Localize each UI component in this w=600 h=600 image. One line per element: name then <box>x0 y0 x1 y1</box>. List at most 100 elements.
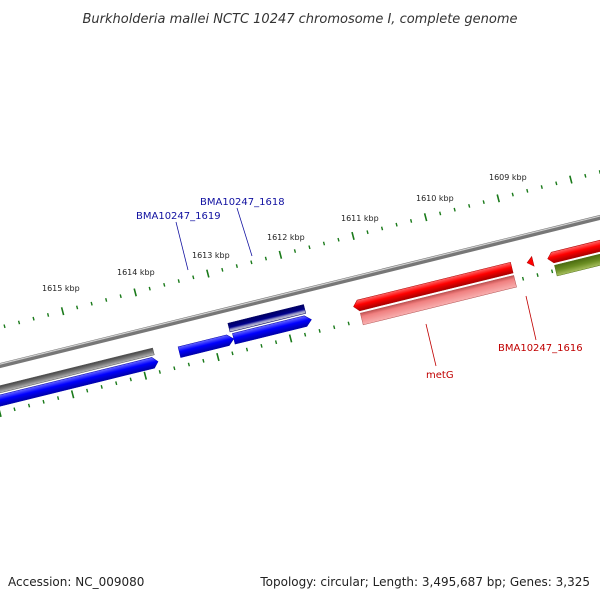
outer-ring-tick <box>264 256 268 261</box>
outer-ring-tick <box>60 307 65 316</box>
inner-ring-tick <box>245 347 249 352</box>
outer-ring-tick <box>555 181 558 186</box>
outer-ring-tick <box>75 305 79 310</box>
inner-ring-tick <box>86 388 89 393</box>
gene-label-bma10247-1618[interactable]: BMA10247_1618 <box>200 197 285 208</box>
outer-ring-tick <box>423 213 428 222</box>
outer-ring-tick <box>148 286 151 291</box>
outer-ring-tick <box>293 249 297 253</box>
map-title: Burkholderia mallei NCTC 10247 chromosom… <box>82 12 517 27</box>
outer-ring-tick <box>540 185 543 189</box>
outer-ring-tick <box>177 279 180 284</box>
gene-label-metg[interactable]: metG <box>426 370 454 381</box>
inner-ring-tick <box>288 334 293 343</box>
outer-ring-tick <box>308 245 311 250</box>
inner-ring-tick <box>260 343 263 348</box>
gene-feature-pale-red[interactable] <box>360 275 517 326</box>
leader-line-1619 <box>175 221 189 271</box>
inner-ring-tick <box>13 407 16 412</box>
gene-track-group <box>0 239 600 417</box>
outer-scale-ring <box>3 170 600 329</box>
outer-ring-tick <box>46 313 50 317</box>
outer-ring-tick <box>105 297 108 302</box>
outer-ring-tick <box>119 294 122 299</box>
inner-ring-tick <box>143 371 148 380</box>
scale-label-1610: 1610 kbp <box>416 194 454 203</box>
gene-labels: BMA10247_1618 BMA10247_1619 metG BMA1024… <box>136 197 583 381</box>
gene-label-bma10247-1619[interactable]: BMA10247_1619 <box>136 211 221 222</box>
scale-label-1612: 1612 kbp <box>267 233 305 242</box>
outer-ring-tick <box>206 269 210 278</box>
outer-ring-tick <box>526 188 529 193</box>
outer-ring-tick <box>221 267 224 272</box>
scale-labels: 1609 kbp 1610 kbp 1611 kbp 1612 kbp 1613… <box>42 173 527 293</box>
inner-ring-tick <box>333 325 336 330</box>
inner-ring-tick <box>115 381 118 386</box>
outer-ring-tick <box>496 194 501 203</box>
leader-line-metg <box>425 323 437 367</box>
gene-feature-olive[interactable] <box>554 252 600 277</box>
scale-label-1613: 1613 kbp <box>192 251 230 260</box>
scale-label-1609: 1609 kbp <box>489 173 527 182</box>
outer-ring-tick <box>337 237 340 242</box>
outer-ring-tick <box>453 207 456 212</box>
outer-ring-tick <box>439 211 442 216</box>
outer-ring-tick <box>351 231 355 241</box>
inner-ring-tick <box>42 399 45 404</box>
outer-ring-tick <box>322 241 326 246</box>
inner-ring-tick <box>202 358 205 363</box>
gene-bma10247-1619[interactable] <box>177 333 235 358</box>
inner-ring-tick <box>318 329 321 333</box>
inner-ring-tick <box>216 352 220 362</box>
outer-ring-tick <box>366 230 369 235</box>
gene-bma10247-1618[interactable] <box>227 304 307 333</box>
outer-ring-tick <box>192 275 195 280</box>
chromosome-backbone <box>0 214 600 369</box>
inner-ring-tick <box>274 340 278 345</box>
inner-ring-tick <box>173 366 176 371</box>
inner-ring-tick <box>158 370 161 374</box>
inner-ring-tick <box>100 384 103 389</box>
inner-ring-tick <box>56 396 60 401</box>
outer-ring-tick <box>133 288 137 297</box>
genome-summary-text: Topology: circular; Length: 3,495,687 bp… <box>259 575 590 589</box>
outer-ring-tick <box>235 264 238 268</box>
accession-text: Accession: NC_009080 <box>8 575 144 589</box>
gene-bma10247-1616[interactable] <box>546 239 600 264</box>
inner-ring-tick <box>187 362 191 367</box>
outer-ring-tick <box>32 316 35 321</box>
leader-line-1616 <box>525 295 537 341</box>
gene-metg[interactable] <box>352 261 514 312</box>
scale-label-1615: 1615 kbp <box>42 284 80 293</box>
outer-ring-tick <box>482 200 485 205</box>
scale-label-1614: 1614 kbp <box>117 268 155 277</box>
inner-ring-tick <box>521 276 525 281</box>
outer-ring-tick <box>163 282 166 287</box>
outer-ring-tick <box>584 173 587 178</box>
inner-ring-tick <box>0 409 2 418</box>
gene-label-bma10247-1616[interactable]: BMA10247_1616 <box>498 343 583 354</box>
inner-ring-tick <box>536 273 539 277</box>
gene-feature-blue-mid[interactable] <box>232 314 312 345</box>
gene-feature-blue-left[interactable] <box>0 356 159 417</box>
inner-ring-tick <box>303 332 307 337</box>
gene-feature-gray-left[interactable] <box>0 347 155 404</box>
outer-ring-tick <box>3 324 6 329</box>
outer-ring-tick <box>468 203 471 208</box>
leader-line-1618 <box>236 207 253 257</box>
outer-ring-tick <box>569 175 573 184</box>
outer-ring-tick <box>395 222 398 227</box>
outer-ring-tick <box>380 226 384 231</box>
inner-ring-tick <box>70 390 75 399</box>
outer-ring-tick <box>17 320 21 325</box>
inner-ring-tick <box>27 403 31 408</box>
inner-ring-tick <box>550 269 554 274</box>
outer-ring-tick <box>409 219 413 223</box>
scale-label-1611: 1611 kbp <box>341 214 379 223</box>
outer-ring-tick <box>250 260 253 265</box>
inner-ring-tick <box>231 351 234 356</box>
outer-ring-tick <box>511 192 514 197</box>
gene-feature-small-red[interactable] <box>526 255 535 268</box>
